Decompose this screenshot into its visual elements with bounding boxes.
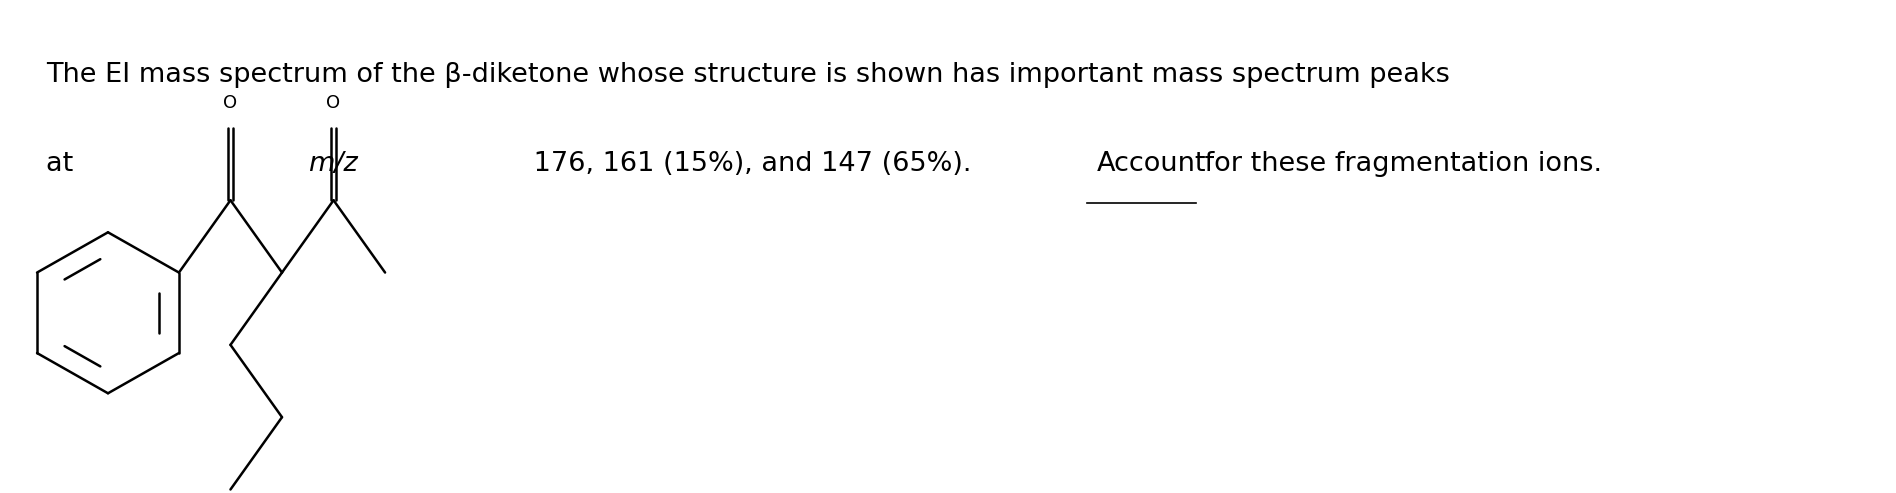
Text: The EI mass spectrum of the β-diketone whose structure is shown has important ma: The EI mass spectrum of the β-diketone w… bbox=[46, 62, 1450, 88]
Text: at: at bbox=[46, 151, 82, 177]
Text: Account: Account bbox=[1098, 151, 1206, 177]
Text: O: O bbox=[326, 94, 341, 112]
Text: m/z: m/z bbox=[307, 151, 358, 177]
Text: 176, 161 (15%), and 147 (65%).: 176, 161 (15%), and 147 (65%). bbox=[525, 151, 980, 177]
Text: for these fragmentation ions.: for these fragmentation ions. bbox=[1196, 151, 1602, 177]
Text: O: O bbox=[224, 94, 237, 112]
